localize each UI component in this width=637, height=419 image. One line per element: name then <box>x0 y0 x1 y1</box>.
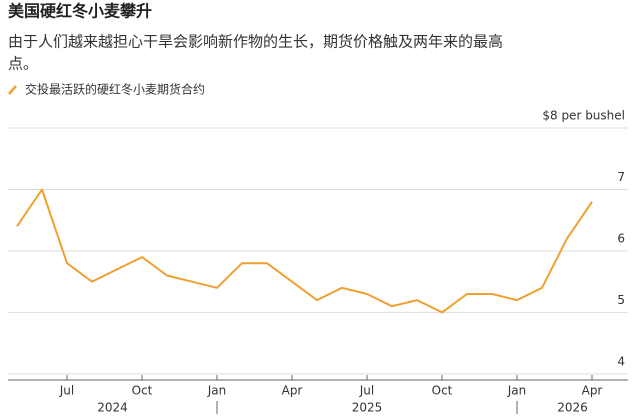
x-tick-label: Jan <box>507 384 527 398</box>
x-tick-label: Jul <box>59 384 74 398</box>
y-tick-label: 4 <box>617 354 625 368</box>
year-label: 2026 <box>557 401 588 415</box>
legend-swatch <box>8 85 17 95</box>
subtitle: 由于人们越来越担心干旱会影响新作物的生长，期货价格触及两年来的最高 <box>8 33 503 51</box>
x-tick-label: Apr <box>282 384 303 398</box>
year-label: 2024 <box>97 401 128 415</box>
subtitle: 点。 <box>8 55 38 73</box>
y-tick-label: 5 <box>617 293 625 307</box>
x-tick-label: Jul <box>359 384 374 398</box>
year-label: 2025 <box>352 401 383 415</box>
y-tick-label: 7 <box>617 170 625 184</box>
legend-label: 交投最活跃的硬红冬小麦期货合约 <box>25 82 205 97</box>
x-tick-label: Jan <box>207 384 227 398</box>
chart-title: 美国硬红冬小麦攀升 <box>8 2 152 21</box>
x-tick-label: Apr <box>582 384 603 398</box>
x-tick-label: Oct <box>132 384 153 398</box>
y-tick-label: $8 per bushel <box>542 109 625 123</box>
y-tick-label: 6 <box>617 231 625 245</box>
price-line <box>16 188 593 314</box>
x-tick-label: Oct <box>432 384 453 398</box>
